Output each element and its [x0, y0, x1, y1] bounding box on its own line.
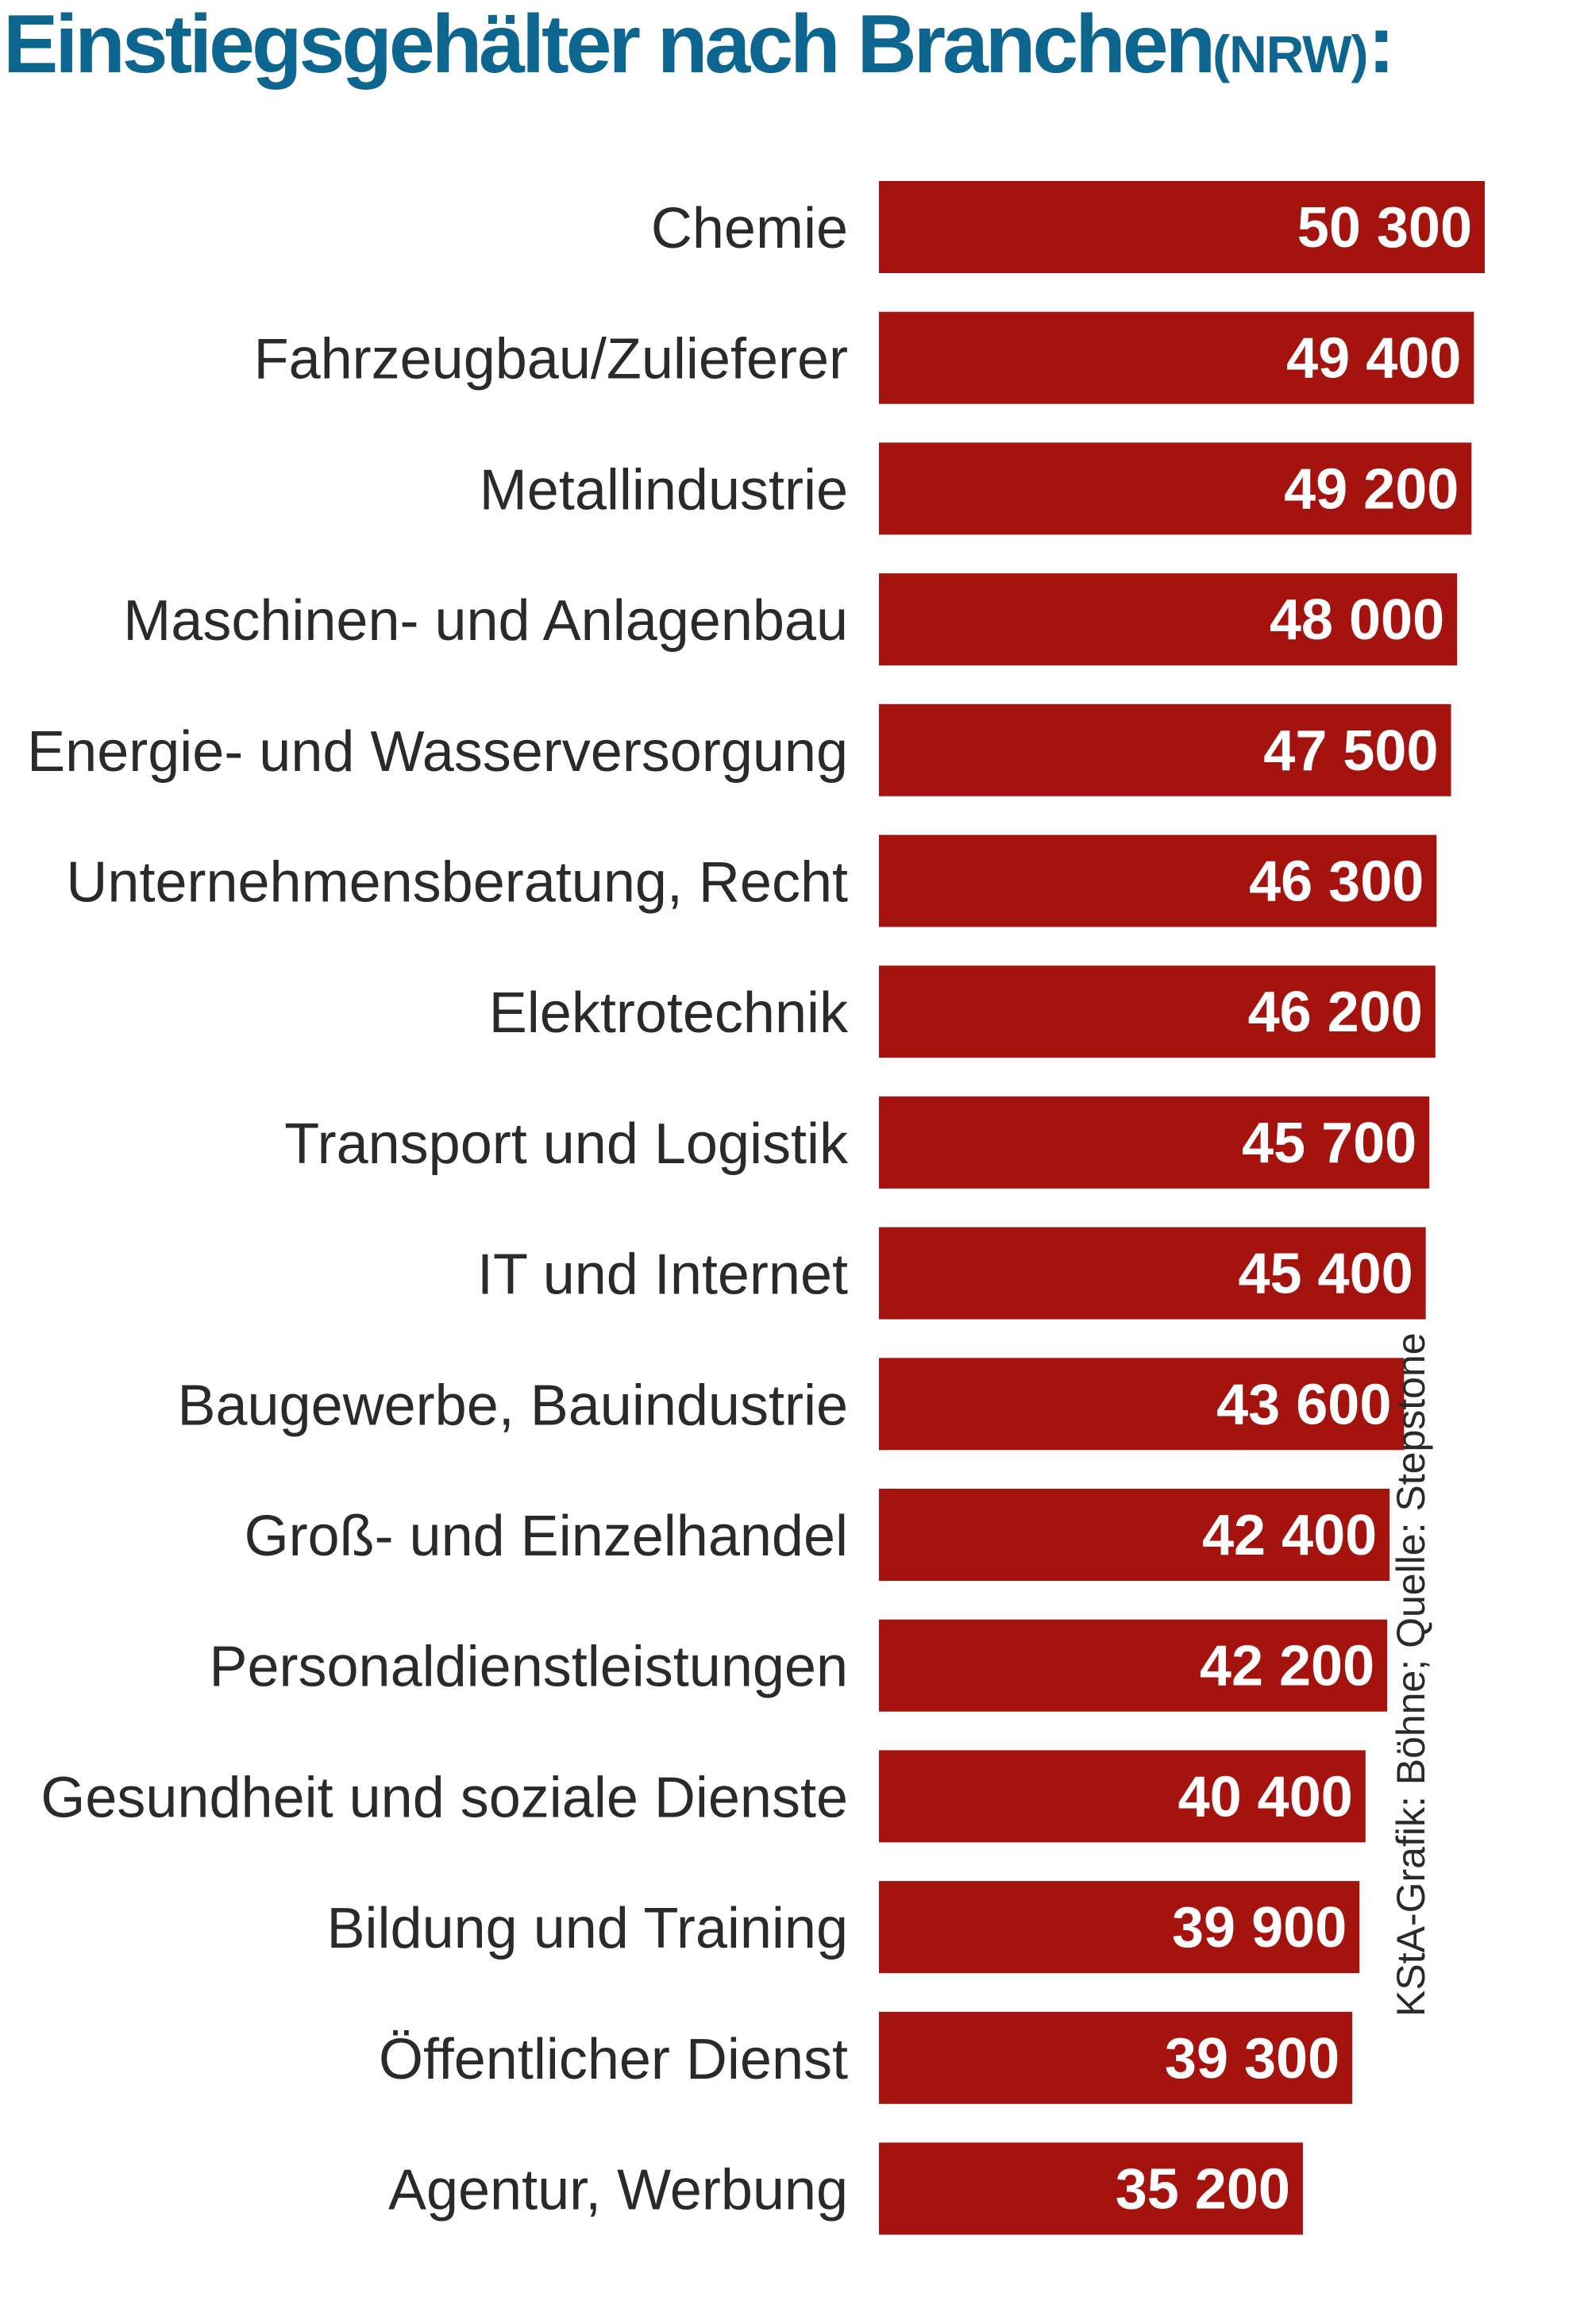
bar	[879, 1489, 1390, 1581]
bar-value-label: 39 900	[1172, 1896, 1347, 1960]
bar	[879, 965, 1436, 1058]
chart-title: Einstiegsgehälter nach Branchen(NRW):	[3, 3, 1395, 86]
bar	[879, 834, 1437, 927]
bar-value-label: 42 400	[1202, 1504, 1377, 1567]
bar	[879, 2142, 1303, 2235]
bar	[879, 311, 1474, 404]
category-label: Bildung und Training	[327, 1897, 848, 1960]
category-label: Fahrzeugbau/Zulieferer	[254, 328, 848, 391]
category-label: Agentur, Werbung	[388, 2159, 848, 2222]
bar	[879, 1358, 1405, 1451]
bar	[879, 1096, 1430, 1189]
bar-value-label: 50 300	[1297, 196, 1472, 260]
chart-title-main: Einstiegsgehälter nach Branchen	[3, 0, 1216, 91]
bar-value-label: 45 400	[1238, 1243, 1413, 1306]
category-label: Energie- und Wasserversorgung	[27, 720, 848, 784]
category-label: Gesundheit und soziale Dienste	[40, 1766, 848, 1829]
source-credit: KStA-Grafik: Böhne; Quelle: Stepstone	[1389, 1332, 1433, 2017]
bar	[879, 1750, 1366, 1843]
bar-value-label: 42 200	[1200, 1635, 1374, 1698]
bar	[879, 2011, 1353, 2104]
category-label: Personaldienstleistungen	[209, 1636, 848, 1699]
bar-value-label: 49 200	[1284, 457, 1459, 521]
bar-value-label: 46 300	[1249, 850, 1424, 914]
category-label: Groß- und Einzelhandel	[245, 1505, 848, 1568]
bar-value-label: 35 200	[1116, 2158, 1290, 2222]
bar	[879, 573, 1458, 666]
bar	[879, 1619, 1388, 1712]
category-label: Maschinen- und Anlagenbau	[123, 589, 848, 653]
category-label: Chemie	[651, 197, 848, 260]
bar-value-label: 45 700	[1242, 1112, 1416, 1175]
bar-value-label: 40 400	[1178, 1765, 1353, 1829]
bar	[879, 181, 1485, 273]
bar	[879, 1881, 1360, 1974]
bar	[879, 1227, 1426, 1320]
category-label: Transport und Logistik	[284, 1112, 849, 1176]
bar	[879, 442, 1472, 535]
category-label: Elektrotechnik	[489, 981, 849, 1045]
bar-value-label: 39 300	[1165, 2027, 1339, 2091]
category-label: Öffentlicher Dienst	[379, 2028, 848, 2091]
bar	[879, 703, 1451, 796]
chart-title-region: (NRW)	[1212, 25, 1368, 83]
category-label: Baugewerbe, Bauindustrie	[177, 1374, 848, 1437]
bar-value-label: 48 000	[1270, 588, 1444, 652]
bar-value-label: 49 400	[1286, 327, 1461, 391]
category-label: Metallindustrie	[480, 458, 848, 522]
bar-value-label: 47 500	[1263, 719, 1438, 783]
chart-title-colon: :	[1367, 0, 1396, 91]
category-label: Unternehmensberatung, Recht	[66, 851, 848, 915]
category-label: IT und Internet	[477, 1243, 848, 1307]
bar-value-label: 43 600	[1216, 1373, 1391, 1436]
bar-value-label: 46 200	[1248, 981, 1423, 1044]
